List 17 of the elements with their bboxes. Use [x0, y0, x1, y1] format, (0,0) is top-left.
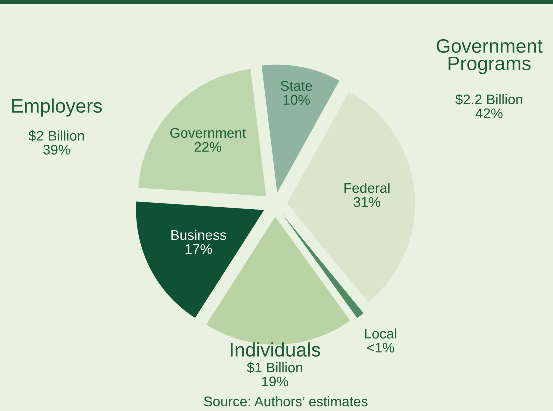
data-label: $1 Billion 19% — [247, 362, 302, 387]
data-label: 17% — [186, 244, 212, 254]
slice-label: State — [281, 81, 312, 92]
slice-label: Individuals — [231, 342, 320, 357]
slice-label: Federal — [344, 183, 390, 194]
data-label: 31% — [354, 197, 381, 208]
text: Employers — [12, 98, 102, 117]
data-label: <1% — [367, 343, 394, 353]
source-note: Source: Authors’ estimates — [204, 396, 368, 407]
text: $2.2 Billion 42% — [456, 94, 522, 118]
slice-label: Local — [365, 328, 397, 339]
slice-label: Government — [170, 128, 246, 138]
data-label: 22% — [194, 142, 222, 152]
text: Government Programs — [436, 39, 543, 74]
text: $2 Billion 39% — [28, 130, 84, 155]
slice-label: Business — [172, 230, 226, 240]
data-label: 10% — [284, 95, 310, 106]
